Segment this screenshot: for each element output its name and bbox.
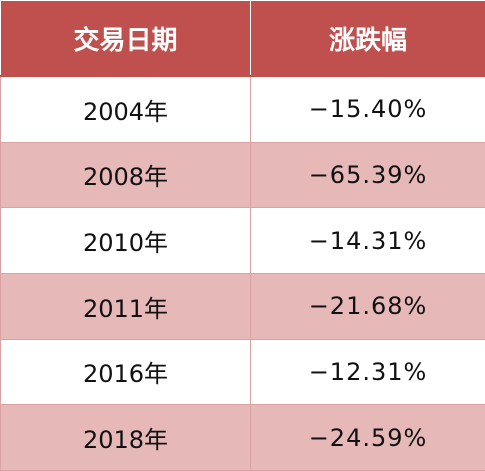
header-row: 交易日期 涨跌幅 <box>0 0 485 77</box>
date-cell: 2018年 <box>0 404 251 471</box>
table-row: 2010年 −14.31% <box>0 207 485 274</box>
date-cell: 2016年 <box>0 338 251 406</box>
change-cell: −15.40% <box>250 75 485 143</box>
change-cell: −14.31% <box>250 207 485 274</box>
change-cell: −21.68% <box>250 272 485 340</box>
table-row: 2016年 −12.31% <box>0 338 485 406</box>
table-row: 2018年 −24.59% <box>0 404 485 471</box>
table-row: 2011年 −21.68% <box>0 272 485 340</box>
header-change-pct: 涨跌幅 <box>250 0 485 77</box>
header-trade-date: 交易日期 <box>0 0 251 77</box>
change-cell: −65.39% <box>250 141 485 209</box>
date-cell: 2004年 <box>0 75 251 143</box>
date-cell: 2008年 <box>0 141 251 209</box>
date-cell: 2011年 <box>0 272 251 340</box>
table-row: 2008年 −65.39% <box>0 141 485 209</box>
table-row: 2004年 −15.40% <box>0 75 485 143</box>
change-cell: −12.31% <box>250 338 485 406</box>
change-cell: −24.59% <box>250 404 485 471</box>
date-cell: 2010年 <box>0 207 251 274</box>
